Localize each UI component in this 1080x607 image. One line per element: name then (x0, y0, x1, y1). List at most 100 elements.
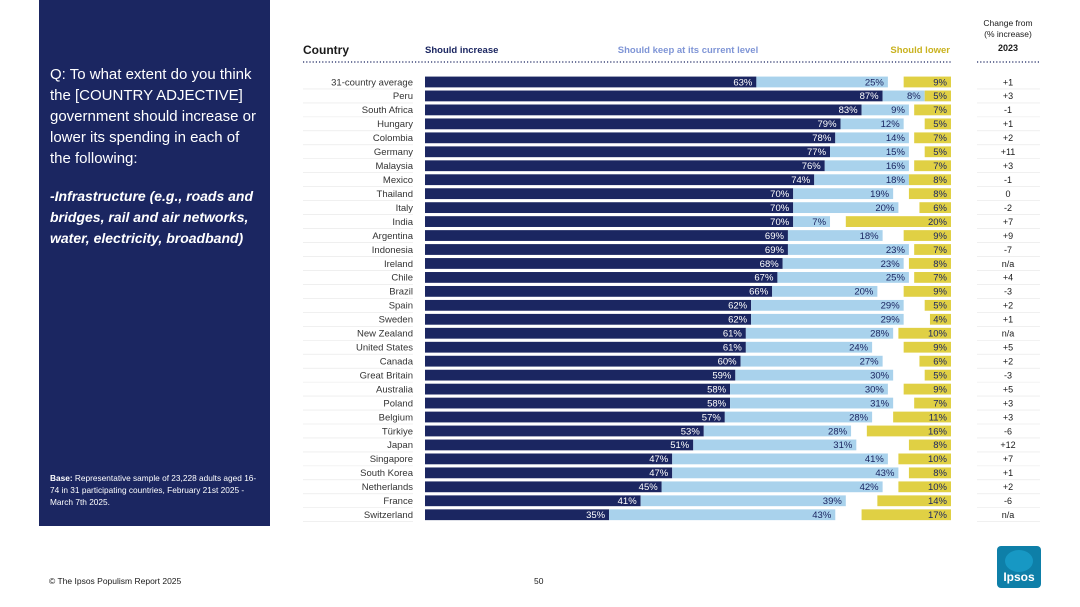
bar-should-keep (835, 132, 909, 144)
country-label: India (392, 217, 413, 228)
country-label: Colombia (373, 133, 414, 144)
label-should-lower: 8% (933, 440, 947, 451)
change-value: -6 (1004, 496, 1012, 506)
label-should-increase: 60% (718, 356, 738, 367)
bar-should-keep (730, 397, 894, 409)
change-value: 0 (1005, 189, 1010, 199)
legend-should-keep: Should keep at its current level (618, 45, 758, 56)
bar-should-keep (830, 146, 909, 158)
label-should-increase: 68% (760, 259, 780, 270)
bar-should-increase (425, 495, 641, 507)
bar-should-lower (929, 313, 951, 325)
label-should-keep: 28% (849, 412, 869, 423)
bar-should-lower (908, 439, 951, 451)
change-value: +1 (1003, 119, 1013, 129)
logo-text: Ipsos (1003, 570, 1035, 584)
change-header-line1: Change from (983, 18, 1032, 28)
label-should-increase: 61% (723, 343, 743, 354)
question-text: Q: To what extent do you think the [COUN… (50, 66, 256, 167)
bar-should-keep (745, 341, 873, 353)
label-should-lower: 10% (928, 454, 948, 465)
label-should-keep: 14% (886, 133, 906, 144)
label-should-lower: 17% (928, 510, 948, 521)
label-should-keep: 41% (865, 454, 885, 465)
bar-should-increase (425, 104, 862, 116)
country-label: Great Britain (360, 370, 413, 381)
label-should-increase: 74% (791, 175, 811, 186)
label-should-keep: 24% (849, 343, 869, 354)
change-value: n/a (1002, 329, 1015, 339)
country-label: Hungary (377, 119, 413, 130)
label-should-increase: 62% (728, 315, 748, 326)
label-should-keep: 28% (828, 426, 848, 437)
bar-should-lower (903, 341, 951, 353)
change-value: +1 (1003, 315, 1013, 325)
label-should-keep: 42% (860, 482, 880, 493)
bar-should-keep (640, 495, 846, 507)
label-should-keep: 43% (875, 468, 895, 479)
label-should-lower: 6% (933, 203, 947, 214)
change-value: +1 (1003, 468, 1013, 478)
label-should-increase: 35% (586, 510, 606, 521)
bar-should-increase (425, 76, 757, 88)
bar-should-increase (425, 341, 746, 353)
label-should-increase: 53% (681, 426, 701, 437)
ipsos-logo: Ipsos (997, 546, 1041, 588)
country-label: Mexico (383, 175, 413, 186)
bar-should-lower (861, 509, 951, 521)
label-should-lower: 9% (933, 77, 947, 88)
label-should-increase: 78% (812, 133, 832, 144)
bar-should-keep (672, 453, 888, 465)
country-label: United States (356, 343, 413, 354)
bar-should-lower (877, 495, 951, 507)
country-label: South Africa (362, 105, 414, 116)
change-value: -2 (1004, 203, 1012, 213)
country-label: Sweden (379, 315, 413, 326)
bar-should-lower (903, 76, 951, 88)
change-value: -1 (1004, 105, 1012, 115)
label-should-lower: 9% (933, 231, 947, 242)
label-should-increase: 57% (702, 412, 722, 423)
label-should-keep: 15% (886, 147, 906, 158)
label-should-lower: 9% (933, 287, 947, 298)
country-label: Singapore (370, 454, 413, 465)
label-should-keep: 30% (870, 370, 890, 381)
label-should-lower: 5% (933, 147, 947, 158)
bar-should-keep (693, 439, 857, 451)
change-value: +12 (1000, 440, 1015, 450)
bar-should-keep (777, 272, 909, 283)
change-value: +5 (1003, 343, 1013, 353)
label-should-lower: 10% (928, 482, 948, 493)
bar-should-increase (425, 272, 778, 283)
base-label: Base: (50, 473, 73, 483)
bar-should-increase (425, 90, 883, 102)
header-country: Country (303, 43, 349, 57)
bar-should-lower (898, 481, 951, 493)
label-should-keep: 23% (886, 245, 906, 256)
label-should-keep: 25% (886, 273, 906, 284)
bar-should-increase (425, 453, 673, 465)
change-value: n/a (1002, 510, 1015, 520)
label-should-keep: 12% (881, 119, 901, 130)
label-should-increase: 69% (765, 245, 785, 256)
bar-should-keep (787, 244, 909, 255)
bar-should-lower (919, 202, 951, 214)
page-number: 50 (534, 576, 544, 586)
bar-should-lower (924, 369, 951, 381)
stacked-bar-chart: Country Should increase Should keep at i… (303, 18, 1040, 523)
country-label: Malaysia (376, 161, 414, 172)
label-should-increase: 47% (649, 454, 669, 465)
bar-should-lower (924, 146, 951, 158)
label-should-increase: 63% (733, 77, 753, 88)
bar-should-keep (661, 481, 883, 493)
change-value: +9 (1003, 231, 1013, 241)
country-label: France (383, 496, 413, 507)
base-note: Base: Representative sample of 23,228 ad… (50, 472, 258, 508)
label-should-lower: 20% (928, 217, 948, 228)
change-header-year: 2023 (998, 43, 1018, 53)
label-should-increase: 62% (728, 301, 748, 312)
bar-should-lower (908, 467, 951, 479)
bar-should-increase (425, 299, 752, 311)
label-should-lower: 8% (933, 468, 947, 479)
bar-should-keep (751, 299, 904, 311)
